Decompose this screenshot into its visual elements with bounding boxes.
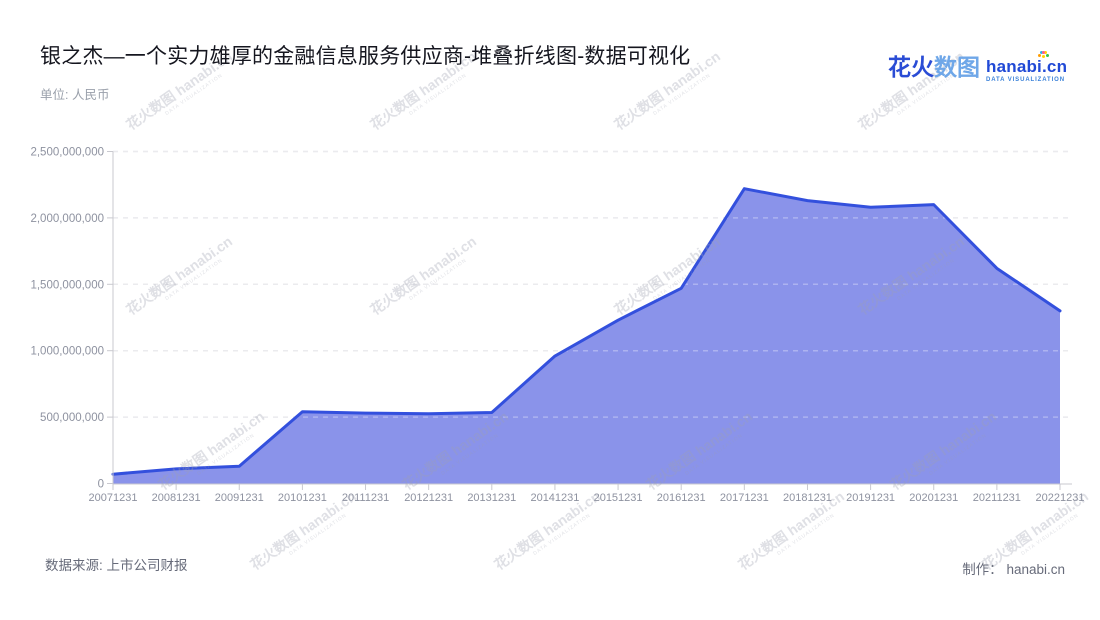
logo-cjk-text: 花火数图 xyxy=(888,54,980,80)
logo-cjk-light: 数图 xyxy=(934,54,980,80)
x-tick-label: 20101231 xyxy=(278,492,327,504)
trend-line xyxy=(111,187,1062,476)
chart-title: 银之杰—一个实力雄厚的金融信息服务供应商-堆叠折线图-数据可视化 xyxy=(40,45,691,68)
logo-domain-text: hanabi.cn xyxy=(986,57,1068,76)
unit-label: 单位: 人民币 xyxy=(40,88,110,102)
y-tick-label: 1,500,000,000 xyxy=(30,279,104,291)
x-tick-label: 20131231 xyxy=(467,492,516,504)
area-fill xyxy=(113,188,1060,484)
x-tick-label: 20171231 xyxy=(720,492,769,504)
y-tick-label: 0 xyxy=(98,479,104,491)
x-tick-label: 20091231 xyxy=(215,492,264,504)
y-tick-label: 2,000,000,000 xyxy=(30,213,104,225)
x-tick-label: 20081231 xyxy=(152,492,201,504)
y-tick-label: 1,000,000,000 xyxy=(30,346,104,358)
x-tick-label: 20121231 xyxy=(404,492,453,504)
x-tick-label: 20071231 xyxy=(89,492,138,504)
x-tick-label: 20181231 xyxy=(783,492,832,504)
x-tick-label: 20111231 xyxy=(342,492,389,504)
x-tick-label: 20201231 xyxy=(909,492,958,504)
firework-spark-icon xyxy=(1042,55,1046,58)
x-tick-label: 20161231 xyxy=(657,492,706,504)
logo-tagline: DATA VISUALIZATION xyxy=(986,77,1065,83)
logo-cjk-bold: 花火 xyxy=(888,54,934,80)
data-source-note: 数据来源: 上市公司财报 xyxy=(45,558,188,573)
logo-latin-block: hanabi.cn DATA VISUALIZATION xyxy=(986,55,1067,83)
y-tick-label: 500,000,000 xyxy=(40,412,104,424)
hanabi-logo: 花火数图 hanabi.cn DATA VISUALIZATION xyxy=(888,54,1067,83)
y-tick-label: 2,500,000,000 xyxy=(30,147,104,159)
credit-note: 制作： hanabi.cn xyxy=(962,562,1065,577)
x-tick-label: 20141231 xyxy=(530,492,579,504)
x-tick-label: 20221231 xyxy=(1036,492,1085,504)
x-tick-label: 20151231 xyxy=(594,492,643,504)
x-tick-label: 20211231 xyxy=(973,492,1021,504)
x-tick-label: 20191231 xyxy=(846,492,895,504)
